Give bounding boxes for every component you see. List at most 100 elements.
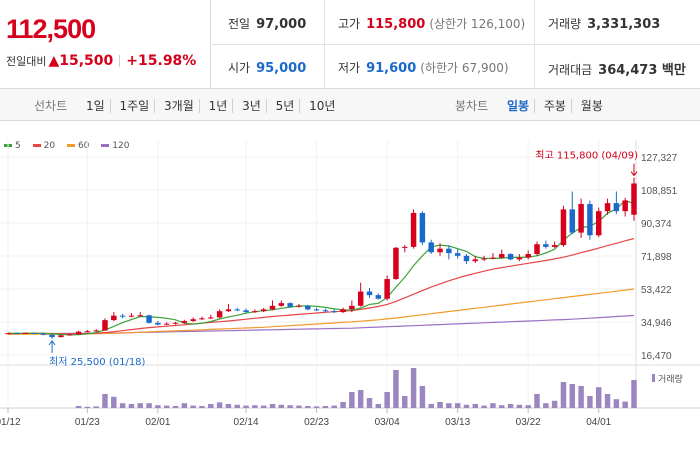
volume-bar <box>128 404 135 408</box>
legend-item-ma120: 120 <box>101 141 129 151</box>
volume-bar <box>543 403 549 408</box>
period-tab-monthly[interactable]: 월봉 <box>580 99 603 113</box>
volume-bar <box>305 406 311 408</box>
volume-bar <box>499 405 505 408</box>
volume-bar <box>507 404 514 408</box>
legend-swatch <box>101 144 110 147</box>
candle-up <box>216 311 223 318</box>
candle-up <box>525 254 531 258</box>
open-label: 시가 <box>228 61 251 75</box>
legend-swatch <box>66 144 75 147</box>
volume-bar <box>349 392 355 408</box>
volume: 거래량 3,331,303 <box>548 15 660 32</box>
volume-label: 거래량 <box>548 17 582 31</box>
high-label: 고가 <box>338 17 361 31</box>
volume-bar <box>525 405 531 408</box>
period-tab[interactable]: 1주일 <box>114 99 156 113</box>
candle-up <box>384 279 390 299</box>
candle-up <box>137 315 143 317</box>
volume-bar <box>190 405 196 408</box>
period-tab[interactable]: 10년 <box>309 99 336 113</box>
volume-bar <box>208 404 214 408</box>
volume-bar <box>111 396 117 408</box>
volume-bar <box>569 384 576 408</box>
volume-bar <box>604 394 611 408</box>
volume-bar <box>551 400 558 408</box>
period-tab-daily[interactable]: 일봉 <box>501 99 536 113</box>
volume-bar <box>296 405 302 408</box>
volume-bar <box>402 396 408 408</box>
ma5-line <box>8 199 635 336</box>
candle-up <box>190 319 196 322</box>
volume-bar <box>287 405 293 408</box>
candle-down <box>313 309 320 311</box>
legend-label: 60 <box>77 141 90 151</box>
legend-item-ma60: 60 <box>66 141 90 151</box>
change-row: 전일대비 ▲15,500 +15.98% <box>6 53 196 69</box>
amount-label: 거래대금 <box>548 63 593 77</box>
high-annotation: 최고 115,800 (04/09) <box>535 150 638 162</box>
candle-up <box>410 212 417 247</box>
candle-up <box>481 258 487 260</box>
candle-chart-periods: 봉차트 일봉 주봉 월봉 <box>455 97 608 114</box>
high-arrow-head <box>630 171 638 177</box>
candle-up <box>622 200 628 212</box>
quote-summary: 112,500 전일대비 ▲15,500 +15.98% 전일 97,000 시가 95… <box>0 0 700 89</box>
volume-bar <box>93 406 99 408</box>
candle-up <box>84 331 91 333</box>
candle-down <box>31 332 38 334</box>
volume-bar <box>84 406 91 408</box>
candle-down <box>587 204 593 236</box>
x-tick-label: 03/22 <box>516 417 541 428</box>
volume-bar <box>102 394 108 408</box>
candle-down <box>146 315 152 323</box>
candle-up <box>595 211 602 236</box>
y-tick-label: 16,470 <box>641 351 672 362</box>
volume-bar <box>454 403 461 408</box>
candle-up <box>22 332 29 334</box>
high-price: 고가 115,800 (상한가 126,100) <box>338 15 525 32</box>
volume-bar <box>163 405 170 408</box>
candle-up <box>393 247 399 280</box>
x-tick-label: 02/14 <box>234 417 259 428</box>
low-annotation: 최저 25,500 (01/18) <box>49 356 145 368</box>
volume-bar <box>560 382 567 408</box>
candle-down <box>305 305 311 310</box>
volume-bar <box>155 405 161 408</box>
volume-bar <box>181 403 188 408</box>
divider <box>212 44 700 45</box>
candle-up <box>578 204 584 233</box>
candle-up <box>102 320 108 331</box>
candle-down <box>322 310 329 312</box>
candle-up <box>560 209 567 246</box>
legend-label: 5 <box>15 141 21 151</box>
candle-up <box>172 322 179 324</box>
volume-bar <box>393 370 399 408</box>
volume-bar <box>481 405 487 408</box>
candle-up <box>58 335 64 338</box>
candle-up <box>278 303 285 306</box>
candle-up <box>296 305 302 307</box>
period-tab[interactable]: 3개월 <box>159 99 200 113</box>
chart-toolbar: 선차트 1일 1주일 3개월 1년 3년 5년 10년 봉차트 일봉 주봉 월봉 <box>0 89 700 121</box>
candle-up <box>490 257 496 259</box>
candle-up <box>472 259 479 262</box>
open-price: 시가 95,000 <box>228 59 306 76</box>
candle-up <box>402 246 408 248</box>
period-tab[interactable]: 3년 <box>237 99 267 113</box>
volume-legend-label: 거래량 <box>658 373 683 385</box>
period-tab[interactable]: 1년 <box>203 99 234 113</box>
volume-bar <box>428 404 434 408</box>
period-tab-weekly[interactable]: 주봉 <box>538 99 572 113</box>
period-tab[interactable]: 5년 <box>270 99 301 113</box>
volume-bar <box>243 405 249 408</box>
change-value: ▲15,500 <box>48 53 114 69</box>
x-tick-label: 04/01 <box>586 417 611 428</box>
period-tab[interactable]: 1일 <box>80 99 111 113</box>
amount-value: 364,473 백만 <box>598 63 686 78</box>
x-tick-label: 01/12 <box>0 417 21 428</box>
candle-up <box>499 254 505 258</box>
line-chart-title: 선차트 <box>34 99 68 113</box>
upper-limit: (상한가 126,100) <box>429 17 526 31</box>
volume-bar <box>622 401 628 408</box>
